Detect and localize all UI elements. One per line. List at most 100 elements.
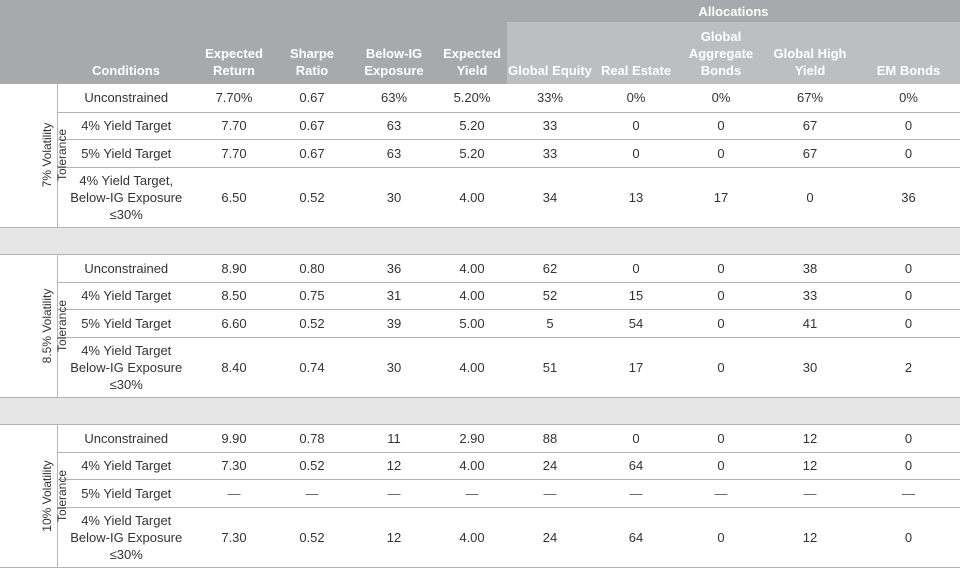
- value-cell: 8.90: [195, 254, 273, 283]
- value-cell: 0: [679, 139, 763, 168]
- value-cell: 0.80: [273, 254, 351, 283]
- table-row: 4% Yield Target, Below-IG Exposure ≤30% 6…: [0, 167, 960, 228]
- value-cell: 67: [763, 139, 857, 168]
- value-cell: 8.50: [195, 282, 273, 310]
- value-cell: 0: [679, 309, 763, 338]
- separator-cell: [0, 397, 960, 425]
- allocations-header: Allocations: [507, 0, 960, 22]
- value-cell: —: [195, 479, 273, 508]
- value-cell: 64: [593, 507, 679, 568]
- value-cell: 5.20: [437, 139, 507, 168]
- group-label: 8.5% Volatility Tolerance: [40, 288, 69, 363]
- value-cell: 4.00: [437, 167, 507, 228]
- value-cell: 24: [507, 452, 593, 480]
- value-cell: 0.75: [273, 282, 351, 310]
- value-cell: 0.52: [273, 507, 351, 568]
- value-cell: —: [679, 479, 763, 508]
- value-cell: 9.90: [195, 424, 273, 453]
- condition-cell: 5% Yield Target: [56, 479, 195, 508]
- value-cell: 5.00: [437, 309, 507, 338]
- value-cell: 12: [351, 507, 437, 568]
- group-label-cell: 7% Volatility Tolerance: [0, 84, 69, 228]
- value-cell: 67: [763, 112, 857, 140]
- condition-cell: Unconstrained: [56, 424, 195, 453]
- value-cell: 12: [763, 507, 857, 568]
- value-cell: —: [273, 479, 351, 508]
- table-row: 4% Yield Target Below-IG Exposure ≤30% 8.…: [0, 337, 960, 398]
- value-cell: 0.52: [273, 452, 351, 480]
- value-cell: 4.00: [437, 337, 507, 398]
- value-cell: 0.78: [273, 424, 351, 453]
- col-header-global-high-yield: Global High Yield: [763, 22, 857, 84]
- value-cell: 4.00: [437, 507, 507, 568]
- condition-cell: 4% Yield Target Below-IG Exposure ≤30%: [56, 337, 195, 398]
- value-cell: 52: [507, 282, 593, 310]
- value-cell: 38: [763, 254, 857, 283]
- value-cell: 8.40: [195, 337, 273, 398]
- value-cell: 62: [507, 254, 593, 283]
- value-cell: 4.00: [437, 282, 507, 310]
- table-row: 4% Yield Target 8.50 0.75 31 4.00 52 15 0 33 0: [0, 282, 960, 310]
- value-cell: 0: [593, 254, 679, 283]
- value-cell: —: [593, 479, 679, 508]
- value-cell: 4.00: [437, 254, 507, 283]
- value-cell: 54: [593, 309, 679, 338]
- value-cell: 7.70%: [195, 84, 273, 113]
- value-cell: 0: [857, 309, 960, 338]
- col-header-conditions: Conditions: [57, 22, 195, 84]
- group-label: 10% Volatility Tolerance: [40, 459, 69, 532]
- value-cell: 67%: [763, 84, 857, 113]
- value-cell: 0: [679, 507, 763, 568]
- value-cell: —: [507, 479, 593, 508]
- value-cell: 15: [593, 282, 679, 310]
- value-cell: 6.60: [195, 309, 273, 338]
- value-cell: 33: [507, 112, 593, 140]
- col-header-em-bonds: EM Bonds: [857, 22, 960, 84]
- header-group-spacer: [0, 22, 57, 84]
- value-cell: 0: [679, 254, 763, 283]
- value-cell: 0%: [857, 84, 960, 113]
- condition-cell: 5% Yield Target: [56, 309, 195, 338]
- table-row: 5% Yield Target 7.70 0.67 63 5.20 33 0 0 67 0: [0, 139, 960, 168]
- value-cell: 5.20: [437, 112, 507, 140]
- value-cell: 30: [351, 337, 437, 398]
- col-header-below-ig-exposure: Below-IG Exposure: [351, 22, 437, 84]
- value-cell: 33: [763, 282, 857, 310]
- separator-cell: [0, 227, 960, 255]
- value-cell: 7.30: [195, 452, 273, 480]
- value-cell: 63: [351, 139, 437, 168]
- condition-cell: Unconstrained: [56, 254, 195, 283]
- value-cell: 30: [351, 167, 437, 228]
- value-cell: 0: [857, 282, 960, 310]
- value-cell: 0.67: [273, 139, 351, 168]
- value-cell: 0: [857, 112, 960, 140]
- value-cell: 0.52: [273, 167, 351, 228]
- value-cell: 41: [763, 309, 857, 338]
- value-cell: 0%: [593, 84, 679, 113]
- value-cell: 0: [857, 452, 960, 480]
- condition-cell: 5% Yield Target: [56, 139, 195, 168]
- table-row: 4% Yield Target Below-IG Exposure ≤30% 7.…: [0, 507, 960, 568]
- condition-cell: 4% Yield Target: [56, 452, 195, 480]
- value-cell: 0.52: [273, 309, 351, 338]
- value-cell: —: [437, 479, 507, 508]
- header-spacer: [0, 0, 507, 22]
- condition-cell: Unconstrained: [56, 84, 195, 113]
- value-cell: 11: [351, 424, 437, 453]
- value-cell: 5: [507, 309, 593, 338]
- value-cell: 7.70: [195, 112, 273, 140]
- group-label: 7% Volatility Tolerance: [40, 122, 69, 188]
- value-cell: 2.90: [437, 424, 507, 453]
- condition-cell: 4% Yield Target Below-IG Exposure ≤30%: [56, 507, 195, 568]
- value-cell: 7.70: [195, 139, 273, 168]
- value-cell: 0%: [679, 84, 763, 113]
- table-body: 7% Volatility Tolerance Unconstrained 7.70…: [0, 84, 960, 568]
- value-cell: 0: [679, 424, 763, 453]
- condition-cell: 4% Yield Target: [56, 112, 195, 140]
- value-cell: 0: [857, 254, 960, 283]
- value-cell: 2: [857, 337, 960, 398]
- value-cell: 0.67: [273, 84, 351, 113]
- col-header-global-equity: Global Equity: [507, 22, 593, 84]
- table-row: 10% Volatility Tolerance Unconstrained 9.9…: [0, 424, 960, 568]
- value-cell: 0: [593, 424, 679, 453]
